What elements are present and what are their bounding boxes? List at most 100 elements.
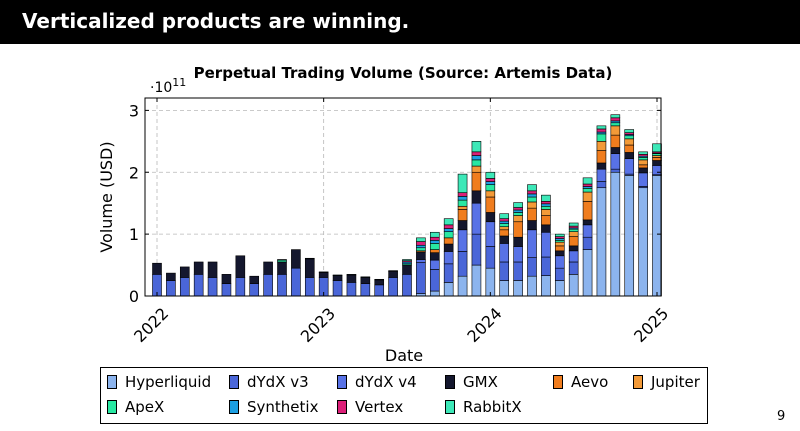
bar-segment [457, 205, 468, 210]
bar-segment [554, 245, 565, 252]
bar-segment [471, 233, 482, 266]
bar-segment [568, 222, 579, 227]
bar-segment [582, 191, 593, 202]
bar-segment [513, 236, 523, 247]
bar-segment [304, 257, 315, 260]
bar-segment [652, 165, 662, 176]
bar-segment [568, 231, 579, 237]
bar-segment [568, 261, 579, 275]
bar-segment [457, 196, 468, 201]
bar-segment [471, 165, 482, 173]
bar-segment [596, 162, 607, 170]
bar-segment [443, 282, 454, 297]
page-number: 9 [777, 409, 786, 424]
legend-item: RabbitX [445, 397, 522, 417]
bar-segment [527, 196, 537, 203]
bar-segment [318, 271, 329, 273]
bar-segment [416, 247, 426, 252]
bar-segment [568, 236, 579, 247]
bar-segment [541, 256, 551, 276]
legend-item: Hyperliquid [107, 372, 211, 392]
bar-segment [624, 138, 635, 146]
trading-volume-chart: 0 1 2 3 2022 2023 2024 2025 ·1011 Perpetual Tradi… [97, 64, 672, 365]
bar-segment [346, 274, 357, 276]
bar-segment [513, 207, 523, 211]
bar-segment [443, 224, 454, 229]
bar-segment [582, 201, 593, 221]
bar-segment [485, 212, 496, 223]
legend-label: RabbitX [463, 398, 522, 416]
bar-segment [443, 237, 454, 245]
bar-segment [471, 151, 482, 156]
bar-segment [596, 150, 607, 164]
bar-segment [638, 187, 648, 297]
bar-segment [624, 129, 635, 133]
bar-segment [527, 229, 537, 258]
bar-segment [596, 128, 607, 133]
slide-title-bar: Verticalized products are winning. [0, 0, 800, 44]
bar-segment [249, 283, 260, 297]
bar-segment [485, 267, 496, 297]
bar-segment [360, 277, 371, 284]
bar-segment [541, 231, 551, 258]
bar-segment [624, 175, 635, 297]
bar-segment [527, 220, 537, 231]
bar-segment [402, 264, 412, 275]
bar-segment [624, 152, 635, 159]
bar-segment [582, 249, 593, 297]
bar-segment [554, 267, 565, 281]
bar-segment [277, 274, 287, 297]
bar-segment [541, 224, 551, 233]
legend-item: Vertex [337, 397, 403, 417]
bar-segment [624, 144, 635, 153]
bar-segment [235, 255, 246, 278]
bar-segment [374, 279, 385, 286]
x-tick-label: 2025 [630, 304, 672, 346]
bar-segment [416, 244, 426, 249]
bar-segment [471, 190, 482, 204]
bar-segment [499, 218, 510, 222]
bar-segment [513, 261, 523, 281]
bar-segment [291, 267, 301, 297]
bar-segment [652, 175, 662, 297]
bar-segment [388, 277, 398, 297]
bar-segment [541, 275, 551, 297]
bar-segment [513, 215, 523, 223]
bar-segment [443, 228, 454, 232]
legend-label: ApeX [125, 398, 165, 416]
bar-segment [416, 251, 426, 260]
legend-swatch [553, 375, 563, 389]
legend-swatch [633, 375, 643, 389]
bar-segment [541, 205, 551, 210]
bar-segment [277, 261, 287, 275]
bar-segment [485, 184, 496, 192]
bar-segment [485, 246, 496, 269]
bar-segment [388, 270, 398, 272]
bar-segment [471, 155, 482, 161]
bar-segment [638, 167, 648, 174]
bar-segment [527, 190, 537, 195]
bar-segment [429, 252, 440, 261]
bar-segment [638, 151, 648, 155]
bar-segment [249, 275, 260, 284]
legend-item: Synthetix [229, 397, 318, 417]
bar-segment [610, 125, 621, 136]
bar-segment [443, 263, 454, 283]
legend-item: ApeX [107, 397, 164, 417]
bar-segment [568, 250, 579, 263]
bar-segment [596, 141, 607, 151]
bar-segment [554, 250, 565, 257]
bar-segment [513, 202, 523, 208]
bar-segment [652, 143, 662, 153]
bar-segment [485, 178, 496, 182]
bar-segment [541, 203, 551, 207]
y-tick-label: 0 [129, 287, 139, 306]
bar-segment [513, 280, 523, 297]
bar-segment [429, 243, 440, 250]
bar-segment [610, 147, 621, 154]
bar-segment [402, 274, 412, 297]
legend-label: GMX [463, 373, 498, 391]
bar-segment [179, 277, 190, 297]
bar-segment [513, 212, 523, 216]
bar-segment [499, 226, 510, 231]
